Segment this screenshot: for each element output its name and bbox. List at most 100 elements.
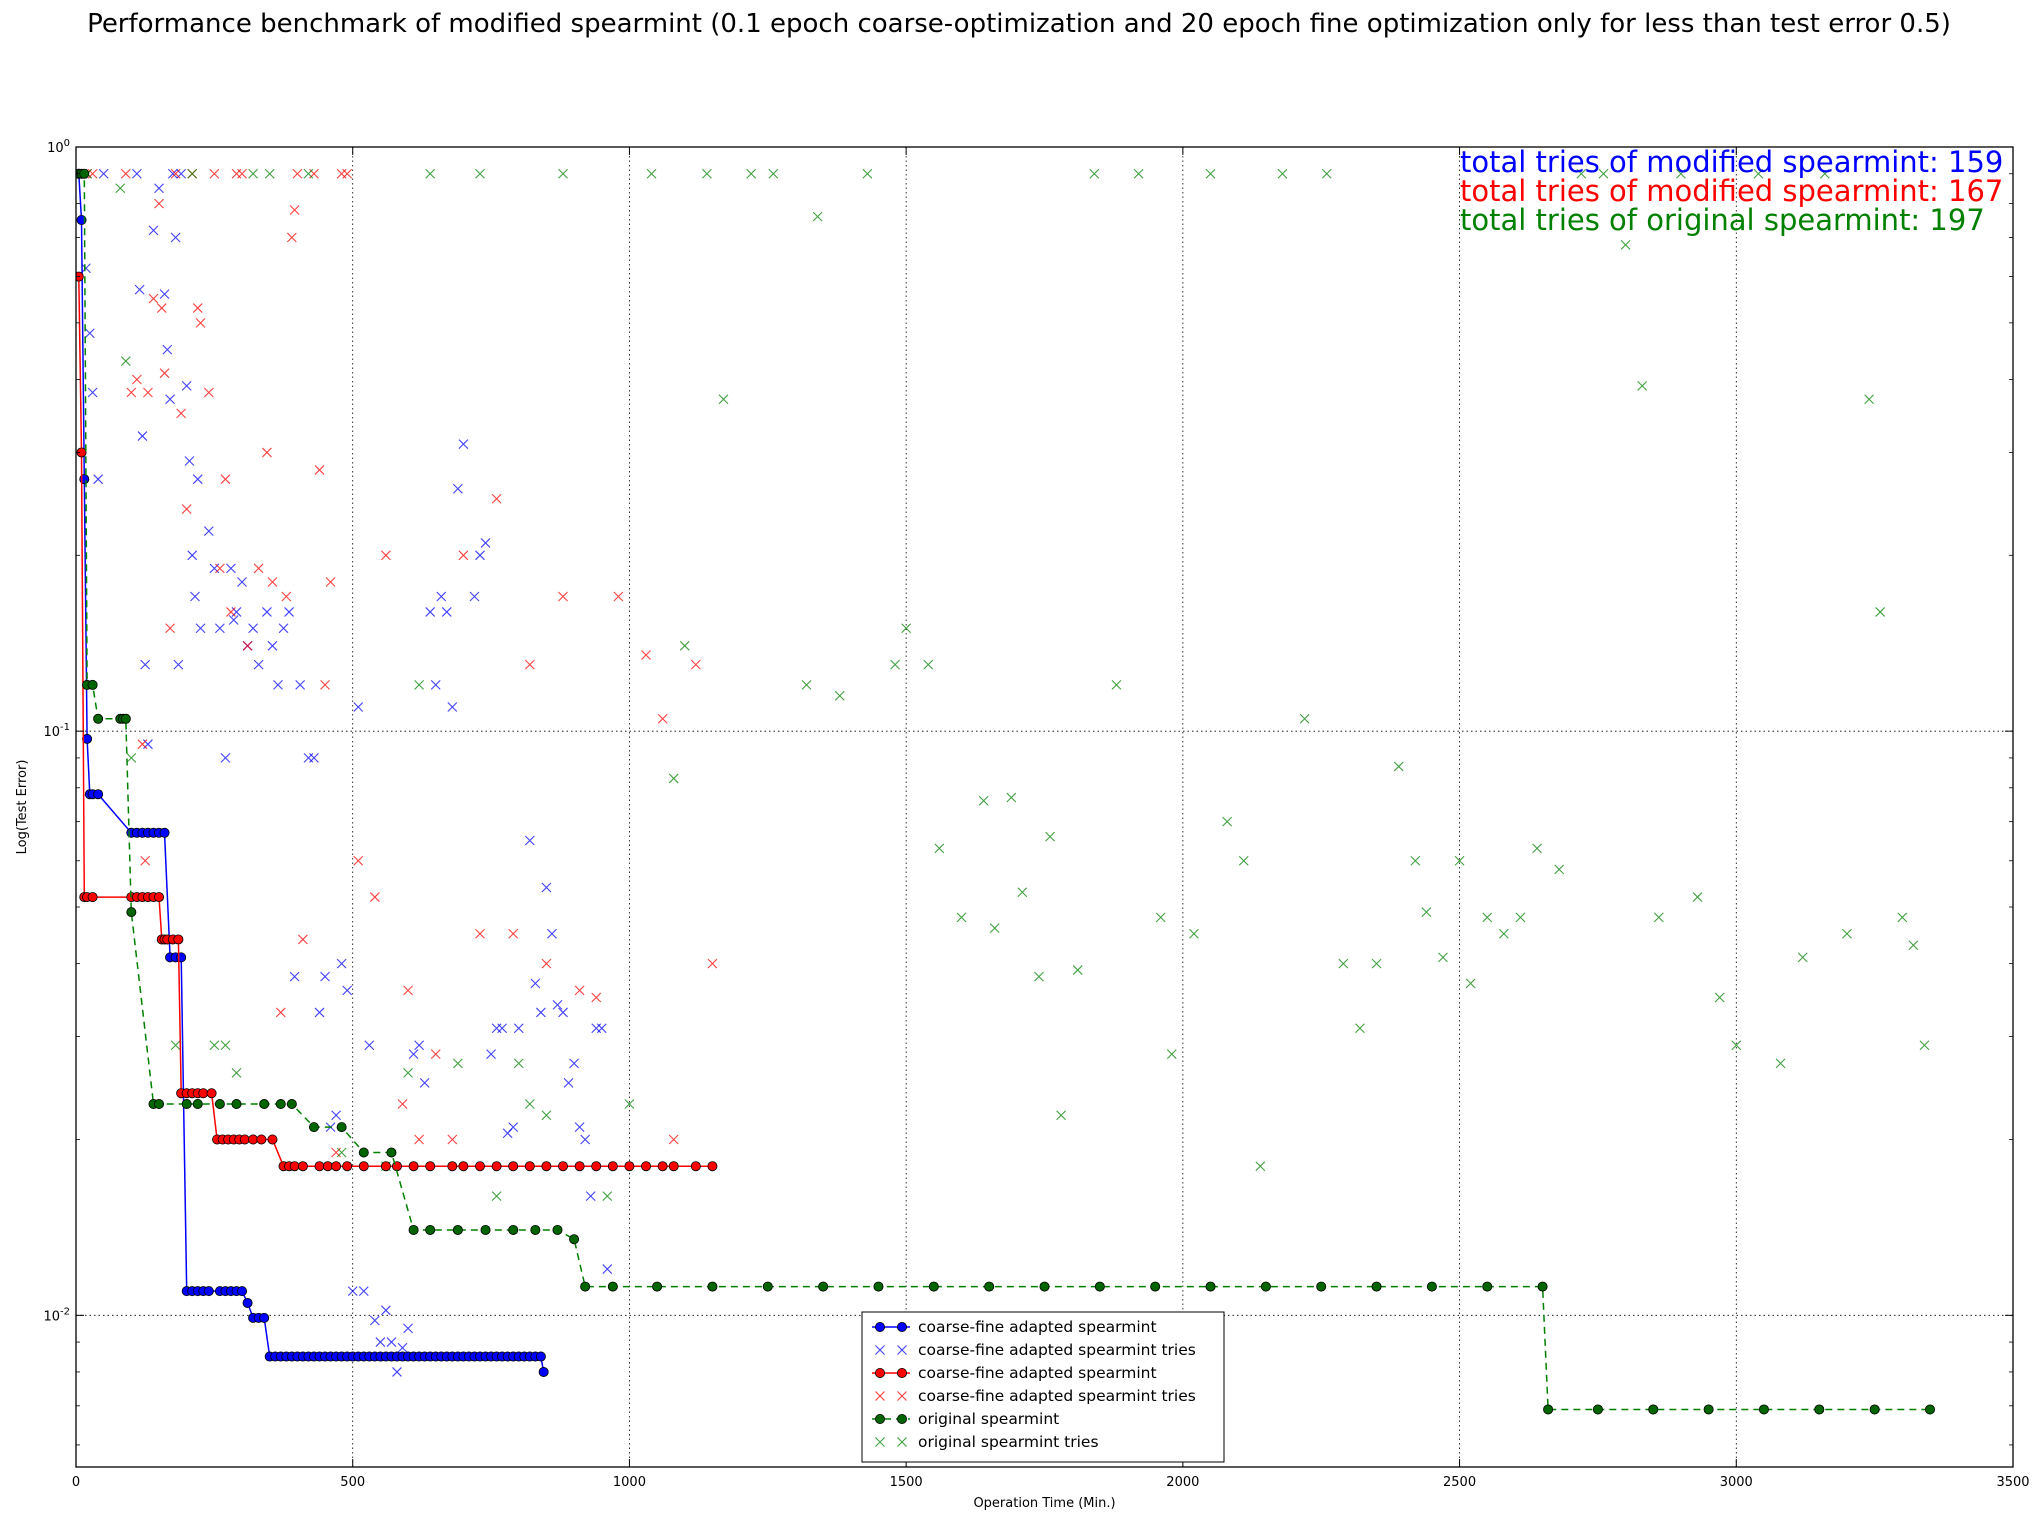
try-point xyxy=(596,1023,607,1034)
try-point xyxy=(209,168,220,179)
try-point xyxy=(381,550,391,561)
try-point xyxy=(447,1134,458,1145)
annotation-text: total tries of original spearmint: 197 xyxy=(1460,203,1985,237)
best-point xyxy=(231,1099,242,1110)
try-point xyxy=(154,198,164,209)
try-point xyxy=(278,623,289,634)
try-point xyxy=(1875,607,1886,617)
best-point xyxy=(452,1224,463,1235)
try-point xyxy=(84,328,95,339)
series-3-tries xyxy=(82,168,718,1158)
try-point xyxy=(1205,168,1216,179)
x-axis-label: Operation Time (Min.) xyxy=(973,1496,1115,1511)
best-point xyxy=(297,1161,308,1172)
try-point xyxy=(558,168,568,179)
try-point xyxy=(569,1058,579,1069)
best-point xyxy=(203,1286,214,1297)
best-point xyxy=(408,1161,419,1172)
y-axis-label: Log(Test Error) xyxy=(15,760,30,855)
try-point xyxy=(535,1007,546,1018)
try-point xyxy=(1864,394,1874,405)
try-point xyxy=(386,1337,397,1347)
try-point xyxy=(369,1315,380,1326)
try-point xyxy=(475,168,485,179)
best-point xyxy=(93,713,104,724)
try-point xyxy=(1045,831,1055,842)
try-point xyxy=(956,912,967,923)
try-point xyxy=(167,168,178,179)
try-point xyxy=(325,577,336,587)
try-point xyxy=(248,623,258,634)
try-point xyxy=(314,465,325,475)
best-point xyxy=(928,1281,939,1292)
try-point xyxy=(425,607,436,617)
try-point xyxy=(458,550,469,561)
try-point xyxy=(541,958,552,969)
try-point xyxy=(1006,792,1017,803)
legend-entry: coarse-fine adapted spearmint xyxy=(872,1364,1157,1382)
best-point xyxy=(242,1297,253,1308)
annotation-text: total tries of modified spearmint: 167 xyxy=(1460,174,2003,208)
best-point xyxy=(322,1161,333,1172)
try-point xyxy=(1753,168,1764,179)
try-point xyxy=(353,702,364,712)
plot-frame xyxy=(75,146,2014,1468)
try-point xyxy=(452,483,463,494)
best-point xyxy=(552,1224,563,1235)
best-point xyxy=(480,1224,491,1235)
series-0-best xyxy=(76,168,549,1377)
try-point xyxy=(901,623,912,634)
try-point xyxy=(289,971,300,982)
x-tick-label: 2500 xyxy=(1443,1475,1476,1490)
try-point xyxy=(226,607,236,617)
try-point xyxy=(580,1134,591,1145)
try-point xyxy=(602,1264,613,1274)
best-point xyxy=(289,1161,300,1172)
try-point xyxy=(1620,239,1631,250)
try-point xyxy=(342,168,353,179)
try-point xyxy=(131,374,142,385)
try-point xyxy=(707,958,718,969)
y-tick-label: 10-1 xyxy=(43,722,70,740)
best-point xyxy=(87,892,98,903)
best-point xyxy=(1205,1281,1216,1292)
best-point xyxy=(1426,1281,1437,1292)
best-point xyxy=(535,1351,546,1362)
try-point xyxy=(524,1099,535,1109)
series-line xyxy=(78,173,545,1373)
series-4-best xyxy=(76,168,1935,1415)
legend-box xyxy=(861,1311,1225,1463)
best-point xyxy=(1260,1281,1271,1292)
try-point xyxy=(215,563,225,574)
best-point xyxy=(239,1134,250,1145)
try-point xyxy=(1410,855,1421,866)
try-point xyxy=(87,387,98,398)
best-point xyxy=(259,1312,270,1323)
try-point xyxy=(336,958,347,969)
try-point xyxy=(1908,940,1919,951)
try-point xyxy=(281,591,292,602)
best-point xyxy=(380,1161,391,1172)
best-point xyxy=(425,1224,436,1235)
best-point xyxy=(425,1161,436,1172)
try-point xyxy=(408,1049,419,1060)
try-point xyxy=(195,623,206,634)
try-point xyxy=(173,659,184,670)
try-point xyxy=(295,680,306,690)
x-tick-label: 0 xyxy=(72,1475,80,1490)
try-point xyxy=(1238,855,1249,866)
legend-entry: original spearmint tries xyxy=(875,1433,1099,1451)
try-point xyxy=(1498,928,1509,939)
try-point xyxy=(1842,928,1852,939)
try-point xyxy=(1598,168,1609,179)
x-tick-label: 1500 xyxy=(890,1475,923,1490)
try-point xyxy=(1653,912,1664,923)
try-point xyxy=(1155,912,1166,923)
try-point xyxy=(273,680,283,690)
best-point xyxy=(79,168,90,179)
best-point xyxy=(762,1281,773,1292)
x-tick-label: 3500 xyxy=(1996,1475,2029,1490)
try-point xyxy=(286,232,297,243)
best-point xyxy=(690,1161,701,1172)
try-point xyxy=(491,493,502,504)
